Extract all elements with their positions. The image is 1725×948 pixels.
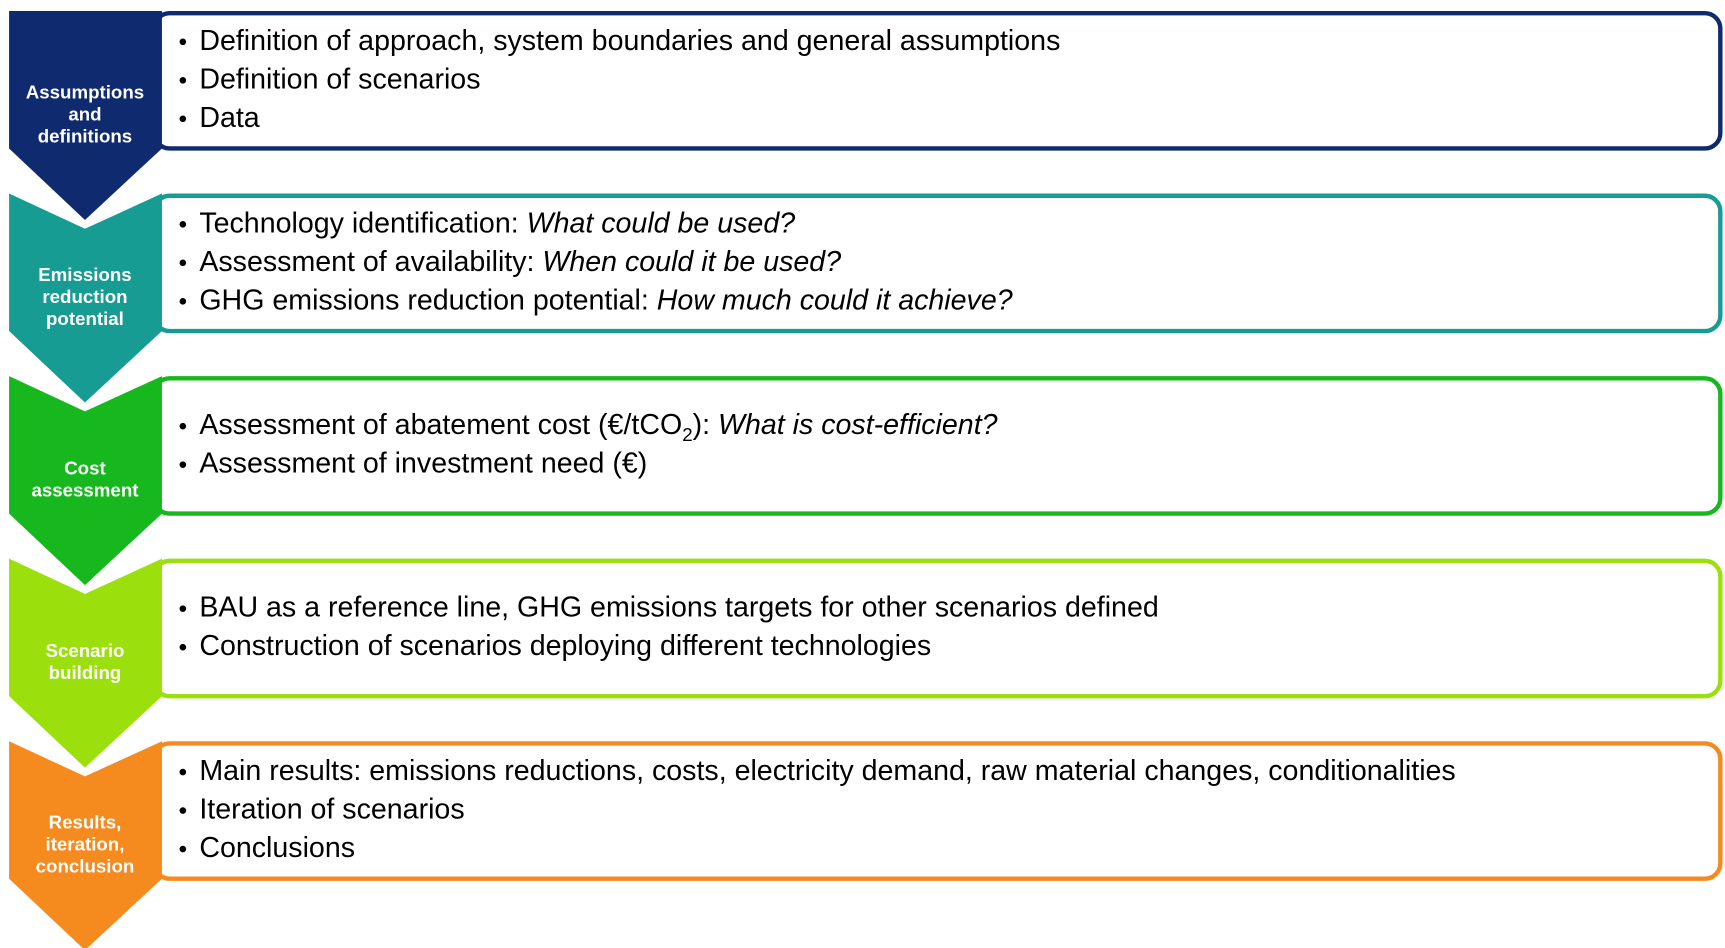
- chevron: [9, 741, 162, 948]
- chevron: [9, 10, 162, 220]
- text-segment: Definition of approach, system boundarie…: [199, 24, 1060, 56]
- bullet-dot: [179, 605, 187, 613]
- text-segment: 2: [682, 425, 692, 446]
- bullet-text: Definition of approach, system boundarie…: [199, 24, 1060, 56]
- step-label: and: [68, 103, 101, 124]
- bullet-text: Assessment of abatement cost (€/tCO2): W…: [199, 409, 997, 446]
- bullet-dot: [179, 643, 187, 651]
- bullet-text: Assessment of investment need (€): [199, 447, 647, 479]
- bullet-text: Definition of scenarios: [199, 63, 480, 95]
- step-label: iteration,: [46, 834, 125, 855]
- text-segment: When could it be used?: [542, 245, 841, 277]
- step-label: Cost: [64, 458, 106, 479]
- text-segment: Construction of scenarios deploying diff…: [199, 630, 931, 662]
- bullet-text: BAU as a reference line, GHG emissions t…: [199, 591, 1158, 623]
- text-segment: Data: [199, 101, 259, 133]
- bullet-text: Iteration of scenarios: [199, 793, 464, 825]
- bullet-dot: [179, 115, 187, 123]
- step-label: assessment: [31, 480, 138, 501]
- bullet-dot: [179, 38, 187, 46]
- bullet-dot: [179, 221, 187, 228]
- step-label: conclusion: [36, 856, 135, 877]
- bullet-text: Main results: emissions reductions, cost…: [199, 755, 1455, 787]
- text-segment: How much could it achieve?: [657, 284, 1013, 316]
- text-segment: Definition of scenarios: [199, 63, 480, 95]
- step-label: potential: [46, 308, 124, 329]
- bullet-dot: [179, 422, 187, 430]
- step-label: definitions: [38, 125, 132, 146]
- step-label: Scenario: [45, 640, 124, 661]
- step-label: Results,: [49, 812, 122, 833]
- step-label: Assumptions: [26, 81, 144, 102]
- text-segment: BAU as a reference line, GHG emissions t…: [199, 591, 1158, 623]
- bullet-dot: [179, 845, 187, 853]
- text-segment: Assessment of abatement cost (€/tCO: [199, 409, 682, 441]
- bullet-text: Construction of scenarios deploying diff…: [199, 630, 931, 662]
- step-box: [152, 558, 1723, 699]
- chevron: [9, 193, 162, 403]
- bullet-text: Conclusions: [199, 832, 355, 864]
- step: Results,iteration,conclusion Main results…: [9, 741, 1723, 948]
- bullet-dot: [179, 259, 187, 267]
- bullet-dot: [179, 768, 187, 776]
- bullet-dot: [179, 76, 187, 84]
- chevron: [9, 376, 162, 586]
- text-segment: What is cost-efficient?: [718, 409, 998, 441]
- text-segment: What could be used?: [527, 207, 796, 239]
- step-label: Emissions: [38, 264, 131, 285]
- text-segment: Main results: emissions reductions, cost…: [199, 755, 1455, 787]
- text-segment: Technology identification:: [199, 207, 526, 239]
- bullet-dot: [179, 461, 187, 468]
- bullet-dot: [179, 807, 187, 814]
- text-segment: Iteration of scenarios: [199, 793, 464, 825]
- text-segment: ):: [693, 409, 718, 441]
- bullet-text: Assessment of availability: When could i…: [199, 245, 841, 277]
- bullet-text: GHG emissions reduction potential: How m…: [199, 284, 1012, 316]
- step-label: reduction: [42, 286, 127, 307]
- bullet-dot: [179, 298, 187, 305]
- bullet-text: Data: [199, 101, 259, 133]
- text-segment: Assessment of investment need (€): [199, 447, 647, 479]
- chevron: [9, 558, 162, 768]
- text-segment: Conclusions: [199, 832, 355, 864]
- text-segment: Assessment of availability:: [199, 245, 542, 277]
- bullet-text: Technology identification: What could be…: [199, 207, 795, 239]
- step-label: building: [49, 662, 122, 683]
- text-segment: GHG emissions reduction potential:: [199, 284, 656, 316]
- step-box: [152, 376, 1723, 516]
